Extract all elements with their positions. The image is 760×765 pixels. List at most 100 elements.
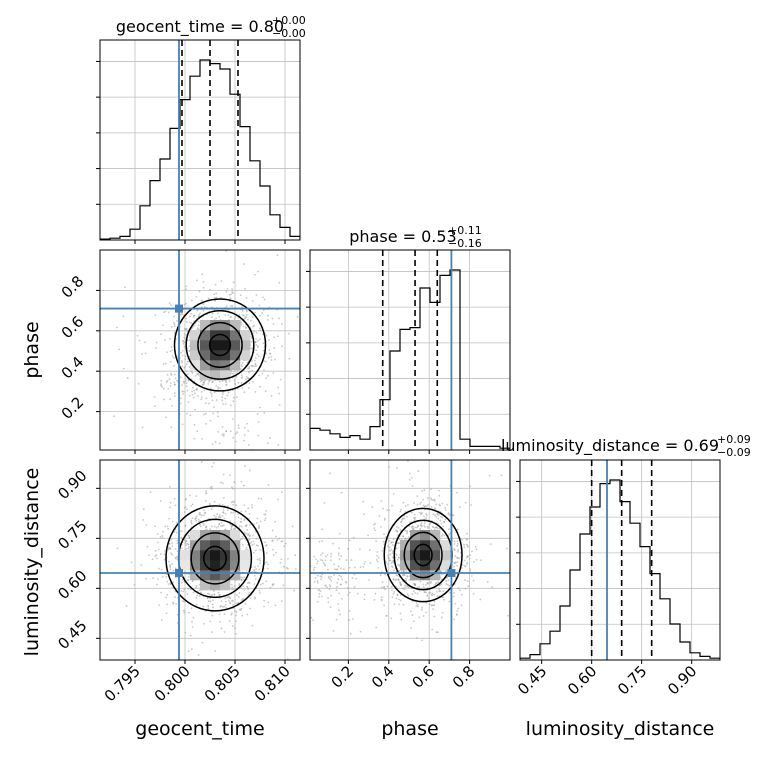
sample-point <box>209 620 212 623</box>
sample-point <box>337 578 340 581</box>
sample-point <box>183 333 186 336</box>
sample-point <box>185 302 187 305</box>
sample-point <box>224 314 227 316</box>
sample-point <box>176 556 178 558</box>
sample-point <box>441 596 444 599</box>
sample-point <box>265 510 268 512</box>
sample-point <box>465 543 468 546</box>
sample-point <box>224 597 227 600</box>
sample-point <box>329 606 332 608</box>
density-cell <box>420 570 431 581</box>
sample-point <box>205 422 208 425</box>
sample-point <box>453 565 455 568</box>
sample-point <box>375 559 378 561</box>
sample-point <box>182 339 184 342</box>
sample-point <box>251 316 254 319</box>
sample-point <box>264 390 267 393</box>
density-cell <box>190 340 201 351</box>
sample-point <box>441 516 444 519</box>
sample-point <box>244 326 247 329</box>
sample-point <box>113 415 115 418</box>
sample-point <box>180 351 182 354</box>
sample-point <box>443 598 445 601</box>
sample-point <box>486 581 489 583</box>
sample-point <box>161 535 164 537</box>
sample-point <box>397 578 400 581</box>
sample-point <box>414 583 417 586</box>
sample-point <box>194 374 197 377</box>
sample-point <box>231 586 234 589</box>
sample-point <box>215 399 218 402</box>
sample-point <box>202 303 205 305</box>
sample-point <box>471 550 473 553</box>
sample-point <box>435 503 438 506</box>
sample-point <box>188 611 190 614</box>
sample-point <box>383 585 386 588</box>
sample-point <box>240 382 243 384</box>
sample-point <box>161 537 164 540</box>
sample-point <box>266 374 269 377</box>
sample-point <box>354 566 356 569</box>
sample-point <box>406 515 409 518</box>
sample-point <box>187 587 190 590</box>
sample-point <box>346 587 349 589</box>
density-cell <box>210 360 221 371</box>
sample-point <box>165 612 168 615</box>
sample-point <box>335 568 338 571</box>
sample-point <box>213 391 216 394</box>
sample-point <box>245 316 248 319</box>
sample-point <box>161 324 164 327</box>
sample-point <box>208 402 210 405</box>
sample-point <box>408 472 411 475</box>
sample-point <box>197 373 200 376</box>
sample-point <box>472 579 475 582</box>
sample-point <box>193 389 195 392</box>
sample-point <box>270 394 273 397</box>
sample-point <box>259 559 261 562</box>
sample-point <box>390 548 392 551</box>
sample-point <box>280 600 283 603</box>
sample-point <box>256 413 259 415</box>
sample-point <box>183 346 186 348</box>
sample-point <box>250 597 252 599</box>
sample-point <box>208 380 211 383</box>
sample-point <box>215 526 218 529</box>
density-cell <box>190 570 201 581</box>
sample-point <box>312 568 315 571</box>
sample-point <box>207 600 210 602</box>
sample-point <box>125 605 128 607</box>
sample-point <box>467 585 470 587</box>
sample-point <box>207 592 209 595</box>
sample-point <box>254 362 257 365</box>
sample-point <box>419 503 422 505</box>
sample-point <box>466 538 469 541</box>
sample-point <box>255 349 258 352</box>
sample-point <box>226 288 229 290</box>
sample-point <box>453 549 456 552</box>
sample-point <box>183 341 186 344</box>
sample-point <box>261 372 264 375</box>
sample-point <box>223 605 225 608</box>
truth-marker <box>175 569 183 577</box>
sample-point <box>259 548 262 551</box>
sample-point <box>220 296 222 299</box>
sample-point <box>420 513 422 516</box>
sample-point <box>414 526 417 529</box>
sample-point <box>168 564 171 567</box>
sample-point <box>245 314 248 316</box>
sample-point <box>203 622 205 625</box>
sample-point <box>187 401 190 404</box>
sample-point <box>229 404 232 407</box>
sample-point <box>374 523 376 525</box>
density-cell <box>230 530 241 541</box>
sample-point <box>333 574 336 576</box>
sample-point <box>392 492 395 495</box>
sample-point <box>202 309 205 312</box>
sample-point <box>235 504 238 507</box>
sample-point <box>244 426 246 429</box>
sample-point <box>181 423 184 426</box>
sample-point <box>431 628 434 631</box>
sample-point <box>422 615 425 617</box>
sample-point <box>252 551 255 554</box>
sample-point <box>201 641 204 644</box>
